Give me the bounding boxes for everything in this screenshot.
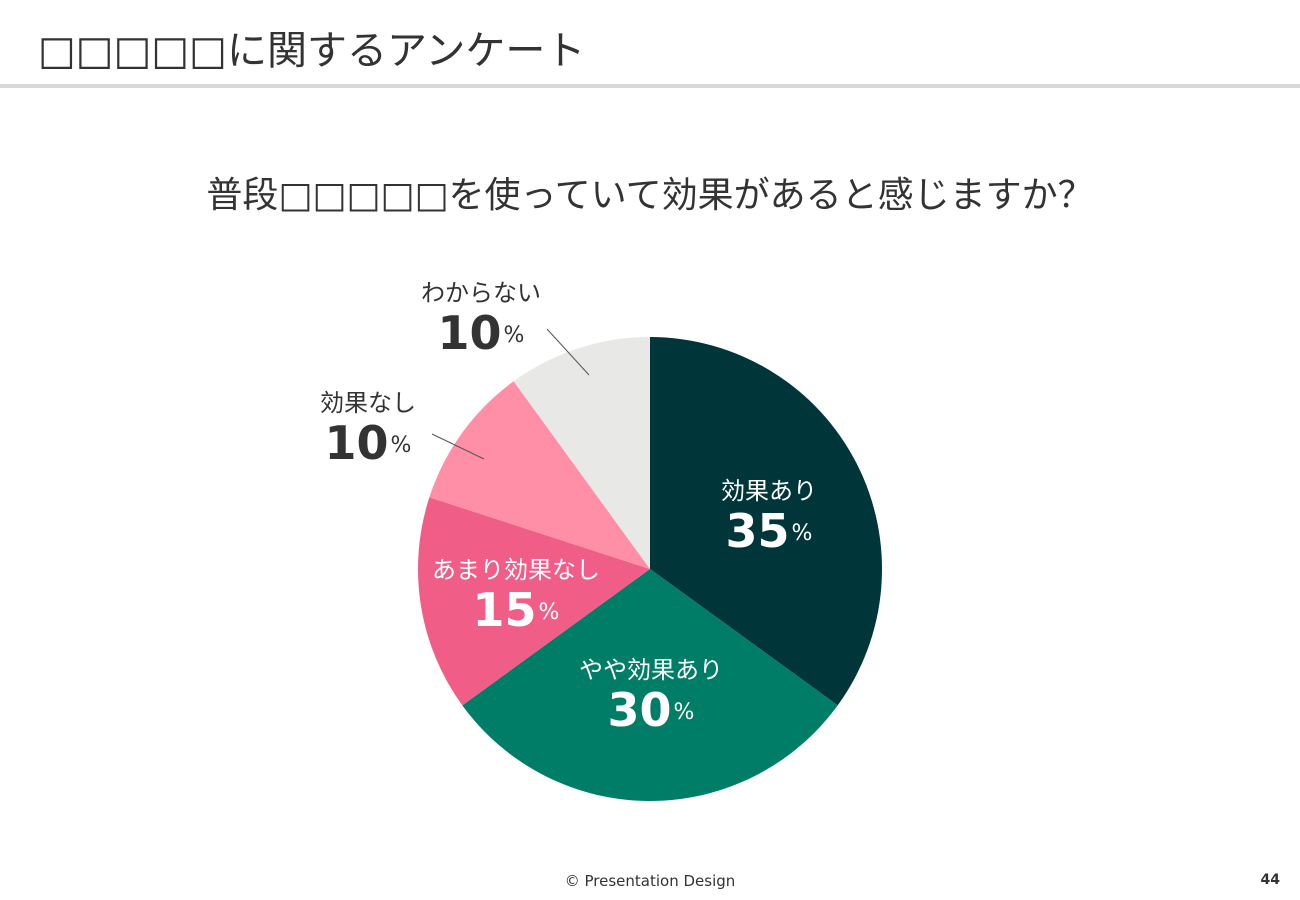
pie-slice [417,497,650,706]
slice-value: 35% [726,504,813,558]
slice-value: 30% [608,683,695,737]
slice-label: 効果あり [721,477,817,505]
slice-label: 効果なし [320,389,416,417]
page-number: 44 [1260,872,1280,888]
survey-question: 普段□□□□□を使っていて効果があると感じますか？ [206,175,1094,216]
slice-value: 10% [438,306,525,360]
slice-value: 10% [325,416,412,470]
slice-value: 15% [473,583,560,637]
pie-slice [429,381,650,569]
title-divider [0,84,1300,88]
leader-line [546,328,590,376]
pie-slice [650,337,882,706]
footer-copyright: © Presentation Design [564,872,736,890]
leader-line [431,433,485,460]
slide-title: □□□□□に関するアンケート [38,28,586,74]
pie-slice [462,569,838,801]
pie-slice [513,337,650,569]
slice-label: あまり効果なし [432,556,600,584]
slice-label: やや効果あり [579,656,723,684]
slice-label: わからない [421,279,541,307]
